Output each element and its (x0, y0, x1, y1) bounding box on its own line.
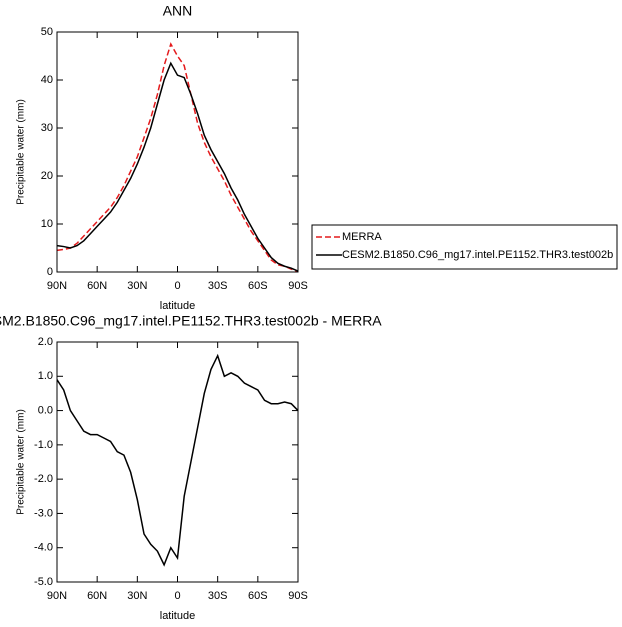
x-tick-label: 90S (288, 280, 308, 292)
y-tick-label: 0 (47, 266, 53, 278)
plot-frame (56, 341, 299, 583)
y-tick-label: 30 (41, 122, 53, 134)
y-tick-label: -5.0 (34, 576, 53, 588)
legend-box (311, 224, 618, 270)
y-tick-label: 40 (41, 74, 53, 86)
x-tick-label: 30S (208, 590, 228, 602)
x-tick-label: 60S (248, 590, 268, 602)
y-axis-label: Precipitable water (mm) (16, 409, 27, 515)
x-tick-label: 60N (87, 280, 107, 292)
line-series (56, 353, 299, 567)
y-tick-label: -1.0 (34, 439, 53, 451)
x-tick-label: 30S (208, 280, 228, 292)
y-tick-label: 1.0 (38, 370, 53, 382)
x-tick-label: 60N (87, 590, 107, 602)
x-tick-label: 0 (174, 280, 180, 292)
y-tick-label: 10 (41, 218, 53, 230)
x-axis-label: latitude (160, 610, 195, 622)
x-tick-label: 90S (288, 590, 308, 602)
y-tick-label: 20 (41, 170, 53, 182)
y-tick-label: 50 (41, 26, 53, 38)
legend-label: MERRA (342, 231, 382, 243)
x-tick-label: 30N (127, 590, 147, 602)
y-tick-label: -2.0 (34, 473, 53, 485)
line-series (56, 42, 299, 273)
chart-title: ANN (163, 3, 193, 19)
x-tick-label: 90N (47, 590, 67, 602)
y-tick-label: 2.0 (38, 336, 53, 348)
x-axis-label: latitude (160, 300, 195, 312)
x-tick-label: 60S (248, 280, 268, 292)
y-axis-label: Precipitable water (mm) (16, 99, 27, 205)
plot-frame (56, 31, 299, 273)
legend-label: CESM2.B1850.C96_mg17.intel.PE1152.THR3.t… (342, 249, 613, 261)
line-series (56, 61, 299, 272)
y-tick-label: 0.0 (38, 404, 53, 416)
chart-title: CESM2.B1850.C96_mg17.intel.PE1152.THR3.t… (0, 313, 382, 329)
y-tick-label: -4.0 (34, 542, 53, 554)
x-tick-label: 0 (174, 590, 180, 602)
x-tick-label: 90N (47, 280, 67, 292)
y-tick-label: -3.0 (34, 507, 53, 519)
x-tick-label: 30N (127, 280, 147, 292)
